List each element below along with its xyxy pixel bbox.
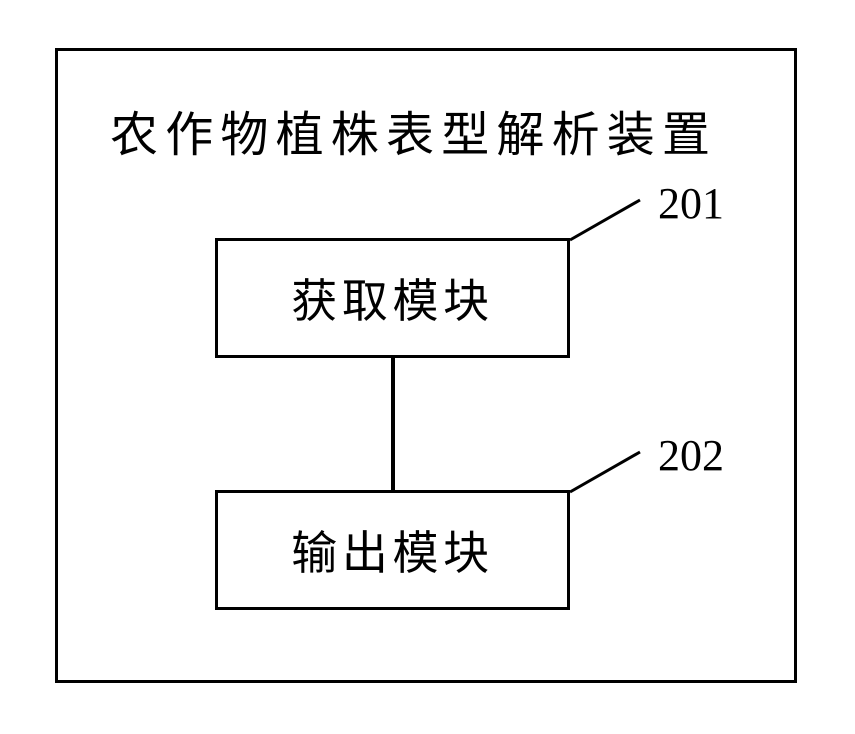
- ref-label-202: 202: [658, 430, 724, 481]
- leader-path-202: [570, 452, 640, 492]
- leader-line-202: [0, 0, 855, 734]
